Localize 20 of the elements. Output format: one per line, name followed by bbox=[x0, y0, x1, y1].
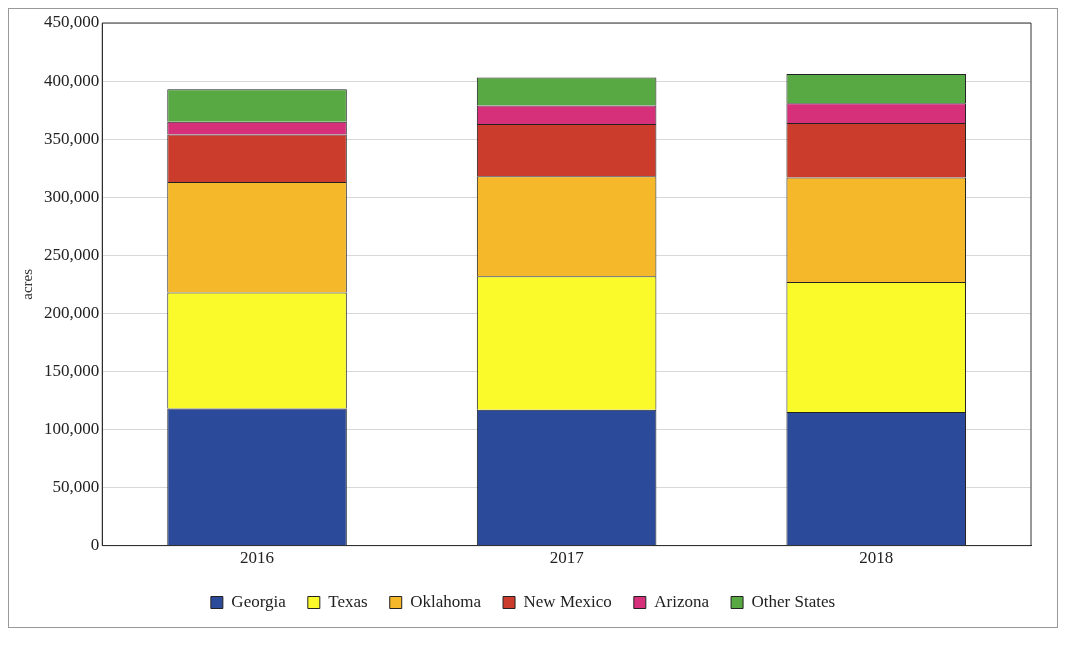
x-tick-label: 2018 bbox=[859, 548, 894, 568]
y-tick-label: 100,000 bbox=[44, 418, 100, 438]
legend-label: Georgia bbox=[231, 591, 287, 611]
y-tick-label: 450,000 bbox=[44, 12, 100, 32]
y-tick-label: 200,000 bbox=[44, 302, 100, 322]
legend-label: Arizona bbox=[654, 591, 710, 611]
legend-label: Other States bbox=[751, 591, 836, 611]
legend-label: Oklahoma bbox=[410, 591, 482, 611]
legend-label: Texas bbox=[328, 591, 368, 611]
y-tick-label: 150,000 bbox=[44, 360, 100, 380]
x-tick-label: 2017 bbox=[549, 548, 585, 568]
y-tick-label: 300,000 bbox=[44, 186, 100, 206]
y-tick-label: 350,000 bbox=[44, 128, 100, 148]
y-tick-label: 0 bbox=[90, 535, 100, 555]
y-tick-label: 250,000 bbox=[44, 244, 100, 264]
legend-label: New Mexico bbox=[523, 591, 612, 611]
y-tick-label: 50,000 bbox=[52, 477, 100, 496]
x-tick-label: 2016 bbox=[240, 548, 275, 568]
y-axis-title: acres bbox=[18, 268, 35, 300]
y-tick-label: 400,000 bbox=[44, 70, 100, 90]
